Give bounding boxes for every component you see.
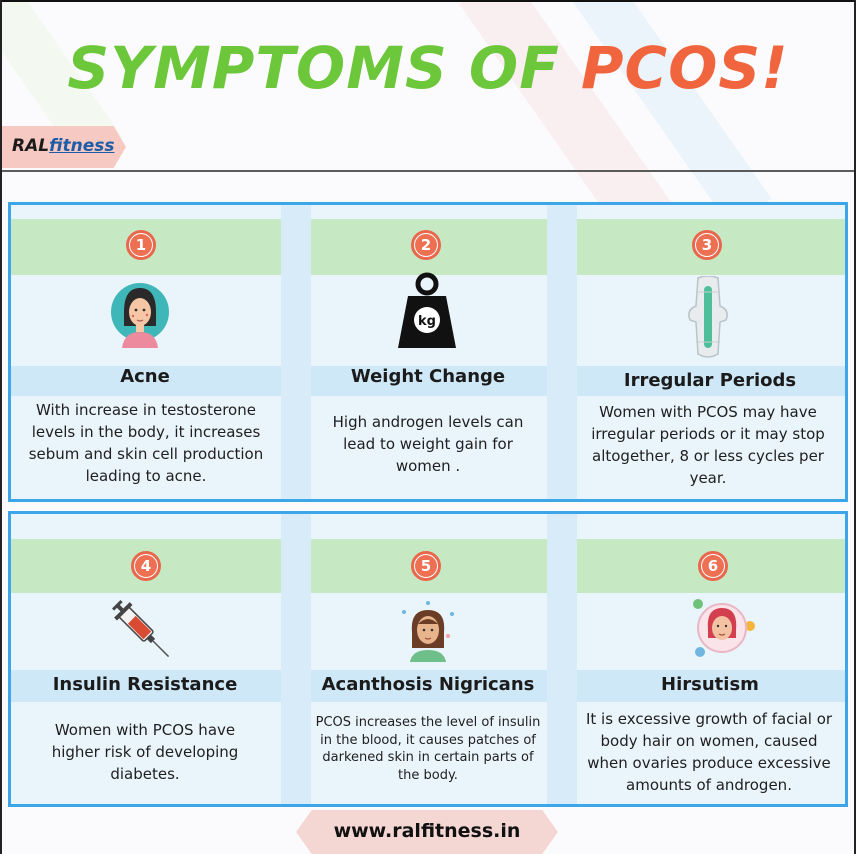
symptom-title: Weight Change (350, 366, 506, 387)
woman-hair-icon (688, 596, 758, 666)
footer-band (296, 810, 558, 854)
title-part-green: SYMPTOMS OF (67, 34, 582, 102)
column-separator (547, 205, 577, 499)
symptom-description: PCOS increases the level of insulin in t… (315, 715, 541, 783)
woman-acne-icon (110, 282, 170, 352)
frame-border (0, 0, 856, 2)
symptom-description: Women with PCOS have higher risk of deve… (51, 721, 239, 783)
sanitary-pad-icon (686, 275, 730, 362)
column-separator (281, 514, 311, 804)
number-badge-2: 2 (411, 230, 441, 260)
symptom-title: Hirsutism (661, 674, 759, 695)
symptom-description: Women with PCOS may have irregular perio… (591, 403, 825, 487)
number-badge-6: 6 (698, 551, 728, 581)
brand-tag (2, 126, 126, 168)
symptom-description: It is excessive growth of facial or body… (585, 710, 833, 794)
column-separator (547, 514, 577, 804)
symptom-title: Acne (120, 366, 170, 387)
symptom-description: High androgen levels can lead to weight … (332, 413, 524, 475)
number-badge-3: 3 (692, 230, 722, 260)
kg-weight-icon: kg (396, 272, 458, 354)
symptom-title: Acanthosis Nigricans (321, 674, 535, 695)
heading-band (11, 366, 845, 396)
title-part-orange: PCOS! (581, 34, 789, 102)
woman-skin-icon (398, 600, 458, 666)
website-link[interactable]: www.ralfitness.in (333, 820, 521, 842)
number-badge-4: 4 (131, 551, 161, 581)
brand-name-part1: RAL (12, 136, 50, 156)
divider (2, 170, 854, 172)
frame-border (854, 0, 856, 854)
symptom-title: Irregular Periods (623, 370, 797, 391)
column-separator (281, 205, 311, 499)
svg-text:kg: kg (418, 314, 436, 329)
frame-border (0, 0, 2, 854)
brand-logo[interactable]: RALfitness (12, 136, 114, 156)
symptom-title: Insulin Resistance (52, 674, 238, 695)
brand-name-part2: fitness (49, 136, 115, 156)
number-badge-1: 1 (126, 230, 156, 260)
syringe-icon (108, 596, 174, 666)
page-title: SYMPTOMS OF PCOS! (0, 34, 856, 102)
symptom-description: With increase in testosterone levels in … (28, 401, 264, 485)
heading-band (11, 670, 845, 702)
number-badge-5: 5 (411, 551, 441, 581)
